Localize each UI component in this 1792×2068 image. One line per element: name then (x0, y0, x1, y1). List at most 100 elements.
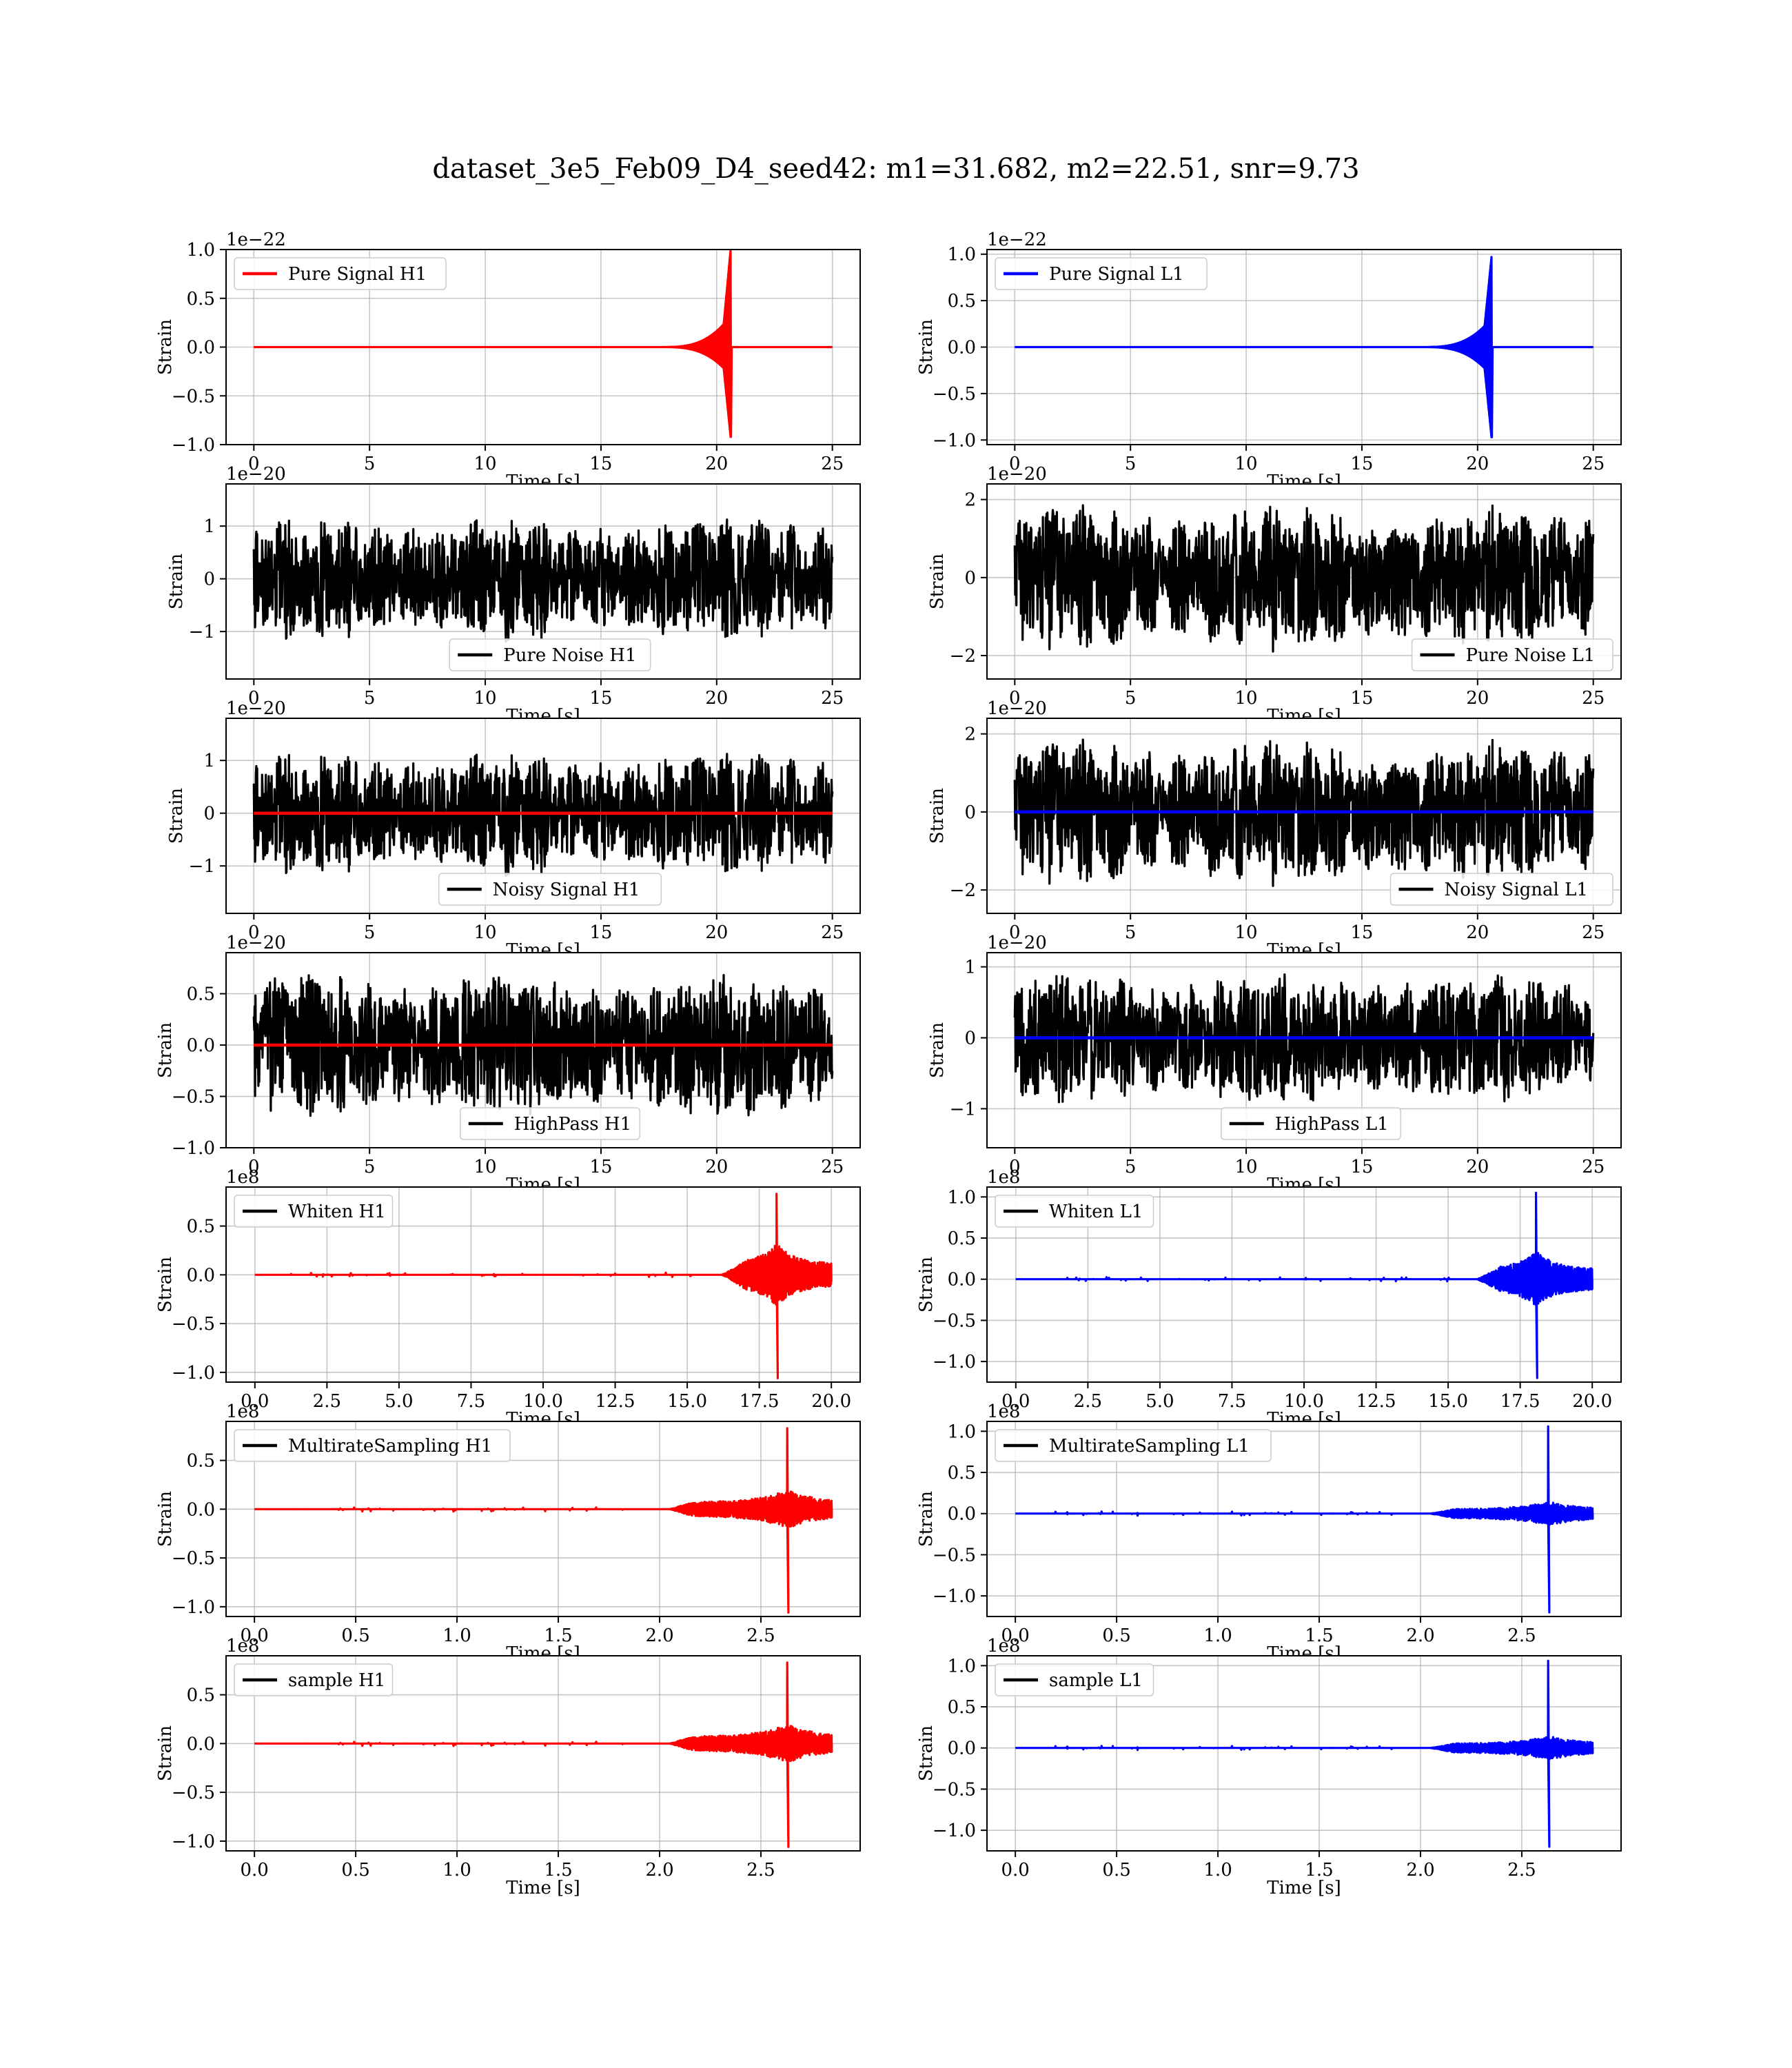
axes-frame (225, 718, 861, 914)
axes-frame (986, 1655, 1622, 1852)
x-tick-label: 20 (1466, 922, 1489, 943)
subplot-sample-l1: 0.0 0.5 1.0 1.5 2.0 2.5 −1.0 −0.5 0.0 0.5 1.0 1e8 Ti… (916, 1636, 1622, 1898)
y-tick-label: 0.0 (187, 1734, 215, 1754)
x-tick-label: 15 (589, 1157, 612, 1177)
x-tick-label: 15.0 (1428, 1391, 1468, 1412)
series-line-trace-1 (254, 1661, 833, 1848)
legend: Whiten H1 (234, 1195, 394, 1228)
series-group (252, 518, 834, 643)
x-tick-label: 15 (1350, 1157, 1373, 1177)
x-tick-label: 10 (1235, 1157, 1258, 1177)
y-tick-label: 1 (203, 751, 215, 771)
y-tick-label: −0.5 (933, 1310, 976, 1331)
y-tick-label: 0 (203, 569, 215, 590)
x-tick-label: 20 (705, 922, 728, 943)
legend: Whiten L1 (995, 1195, 1154, 1228)
y-tick-label: −1.0 (933, 430, 976, 451)
y-axis-label: Strain (927, 1022, 948, 1079)
series-line-pure-signal-l1 (1015, 256, 1594, 438)
y-axis-label: Strain (166, 554, 187, 610)
legend-label: Pure Signal L1 (1049, 264, 1184, 285)
x-tick-label: 0 (1009, 688, 1021, 709)
x-tick-label: 25 (1582, 454, 1605, 474)
x-tick-label: 25 (1582, 688, 1605, 709)
x-tick-label: 0.0 (1001, 1391, 1030, 1412)
legend-box (449, 638, 651, 671)
x-tick-label: 0 (1009, 1157, 1021, 1177)
x-tick-label: 2.0 (1406, 1860, 1434, 1881)
y-tick-label: −0.5 (172, 1548, 215, 1569)
x-tick-label: 5 (364, 922, 376, 943)
x-tick-label: 25 (821, 454, 844, 474)
series-group (1013, 504, 1595, 653)
legend-box (995, 1663, 1154, 1696)
axes-frame (225, 1421, 861, 1617)
x-tick-label: 15 (589, 922, 612, 943)
y-tick-label: 0.5 (187, 1685, 215, 1706)
x-tick-label: 20 (705, 1157, 728, 1177)
y-tick-label: −1.0 (933, 1821, 976, 1841)
y-tick-label: −1.0 (933, 1352, 976, 1372)
y-tick-label: 0.5 (187, 1451, 215, 1472)
axis-offset-label: 1e8 (226, 1401, 259, 1422)
legend-box (995, 1195, 1154, 1228)
x-tick-label: 10.0 (523, 1391, 563, 1412)
legend-label: MultirateSampling L1 (1049, 1436, 1250, 1457)
y-tick-label: 0.0 (187, 1035, 215, 1056)
x-tick-label: 12.5 (595, 1391, 635, 1412)
y-tick-label: −0.5 (172, 386, 215, 407)
y-axis-label: Strain (155, 319, 176, 376)
y-tick-label: −2 (950, 646, 976, 667)
y-tick-label: 2 (964, 490, 976, 511)
legend-box (234, 257, 447, 290)
axis-offset-label: 1e−20 (226, 698, 286, 719)
x-tick-label: 0 (248, 454, 260, 474)
x-tick-label: 12.5 (1356, 1391, 1396, 1412)
x-tick-label: 5 (1125, 454, 1137, 474)
axis-offset-label: 1e−20 (987, 464, 1047, 485)
axis-offset-label: 1e8 (987, 1636, 1020, 1656)
x-tick-label: 25 (1582, 922, 1605, 943)
series-group (1013, 738, 1595, 887)
x-tick-label: 17.5 (740, 1391, 780, 1412)
y-axis-label: Strain (927, 788, 948, 844)
y-tick-label: 2 (964, 724, 976, 745)
x-tick-label: 10 (1235, 922, 1258, 943)
axis-offset-label: 1e−20 (987, 698, 1047, 719)
legend-box (1411, 638, 1613, 671)
y-axis-label: Strain (166, 788, 187, 844)
series-line-noisy-signal-h1 (252, 753, 834, 878)
legend: Pure Noise L1 (1411, 638, 1613, 671)
legend: Pure Signal H1 (234, 257, 447, 290)
series-group (1015, 256, 1594, 438)
y-tick-label: −0.5 (172, 1314, 215, 1335)
x-tick-label: 15 (1350, 688, 1373, 709)
x-tick-label: 20 (1466, 688, 1489, 709)
x-axis-label: Time [s] (1267, 1878, 1341, 1898)
axes-frame (225, 1655, 861, 1852)
x-tick-label: 2.0 (645, 1625, 673, 1646)
axis-offset-label: 1e8 (226, 1636, 259, 1656)
legend-label: Noisy Signal H1 (493, 880, 640, 900)
axis-offset-label: 1e8 (987, 1167, 1020, 1188)
x-tick-label: 2.5 (313, 1391, 341, 1412)
y-tick-label: 1 (964, 957, 976, 978)
y-tick-label: 1 (203, 516, 215, 537)
y-tick-label: 0.0 (948, 1270, 976, 1290)
series-group (252, 753, 834, 878)
series-group (1015, 1191, 1594, 1379)
legend-box (995, 1429, 1272, 1462)
y-tick-label: −1.0 (172, 1597, 215, 1618)
x-tick-label: 2.5 (746, 1860, 775, 1881)
series-group (254, 1661, 833, 1848)
y-tick-label: −1.0 (933, 1586, 976, 1607)
x-tick-label: 5 (1125, 922, 1137, 943)
y-tick-label: −1.0 (172, 1138, 215, 1159)
y-tick-label: 1.0 (948, 245, 976, 265)
x-tick-label: 10 (474, 454, 497, 474)
y-tick-label: 0 (203, 804, 215, 824)
x-tick-label: 15 (589, 454, 612, 474)
y-tick-label: 1.0 (187, 240, 215, 261)
